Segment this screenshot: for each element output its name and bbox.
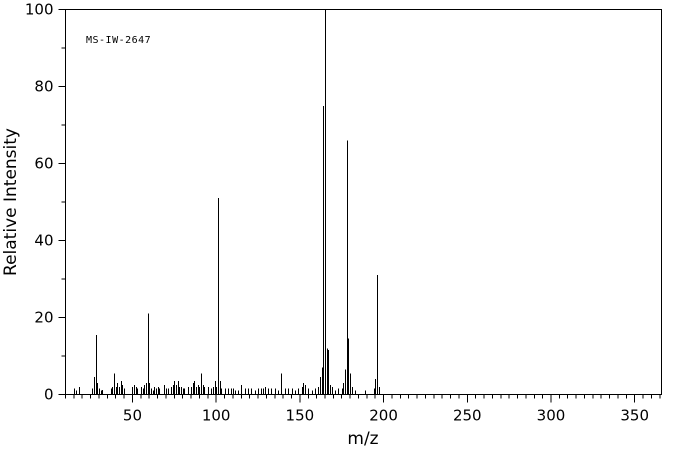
y-tick-label: 80 xyxy=(34,78,53,96)
y-axis-title: Relative Intensity xyxy=(1,128,21,276)
x-tick-label: 350 xyxy=(620,407,649,425)
y-axis-tick-labels: 0 20 40 60 80 100 xyxy=(25,1,54,404)
y-tick-label: 100 xyxy=(25,1,54,19)
x-axis-tick-labels: 50 100 150 200 250 300 350 xyxy=(123,407,649,425)
x-tick-label: 300 xyxy=(537,407,566,425)
x-tick-label: 50 xyxy=(123,407,142,425)
y-tick-label: 20 xyxy=(34,309,53,327)
plot-frame xyxy=(65,9,662,395)
y-tick-label: 40 xyxy=(34,232,53,250)
x-axis-ticks xyxy=(65,394,661,403)
x-axis-title: m/z xyxy=(347,429,378,449)
y-tick-label: 0 xyxy=(44,386,54,404)
y-tick-label: 60 xyxy=(34,155,53,173)
spectrum-peaks xyxy=(74,9,380,395)
y-axis-ticks xyxy=(58,9,66,395)
x-tick-label: 100 xyxy=(202,407,231,425)
x-tick-label: 150 xyxy=(286,407,315,425)
x-tick-label: 200 xyxy=(369,407,398,425)
x-tick-label: 250 xyxy=(453,407,482,425)
sample-annotation-label: MS-IW-2647 xyxy=(86,35,151,46)
